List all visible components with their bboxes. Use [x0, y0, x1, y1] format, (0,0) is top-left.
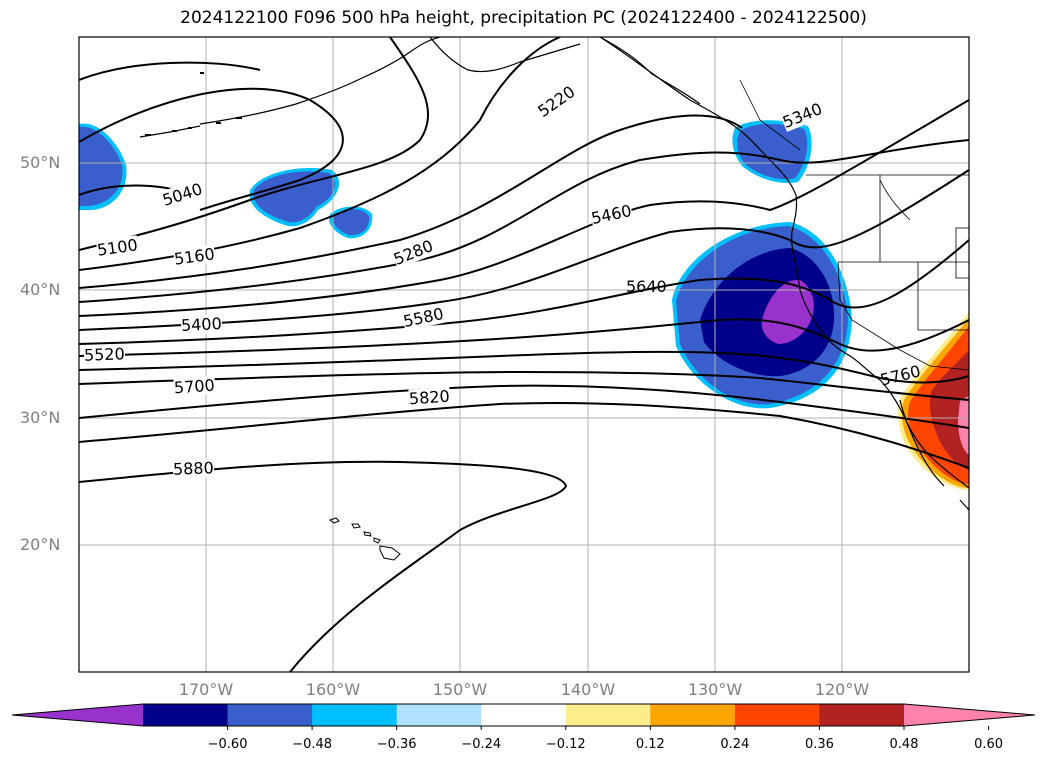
colorbar-tick-label: 0.60	[974, 737, 1004, 752]
map-frame	[78, 36, 970, 673]
colorbar-segment	[734, 704, 820, 726]
colorbar-tick-label: 0.24	[720, 737, 750, 752]
colorbar-segment	[650, 704, 736, 726]
colorbar-segment	[312, 704, 398, 726]
colorbar-segment	[819, 704, 905, 726]
colorbar-segment	[396, 704, 482, 726]
colorbar-tick-label: 0.12	[635, 737, 665, 752]
colorbar-segment	[227, 704, 313, 726]
colorbar-extend-high	[904, 704, 1035, 726]
colorbar-segment	[143, 704, 229, 726]
lon-label: 160°W	[305, 680, 361, 699]
colorbar-segment	[481, 704, 567, 726]
colorbar-tick-label: 0.36	[804, 737, 834, 752]
lon-label: 150°W	[432, 680, 488, 699]
colorbar-tick-label: −0.12	[545, 737, 586, 752]
map-title: 2024122100 F096 500 hPa height, precipit…	[180, 8, 867, 28]
colorbar-outline	[11, 703, 1036, 727]
colorbar-tick-label: −0.24	[461, 737, 502, 752]
colorbar-segment	[565, 704, 651, 726]
colorbar-tick-label: 0.48	[889, 737, 919, 752]
contour-label: 5640	[626, 277, 667, 296]
precip-negative-region-central	[249, 168, 373, 239]
political-borders	[739, 79, 969, 371]
lon-label: 120°W	[814, 680, 870, 699]
colorbar-tick-label: −0.60	[207, 737, 248, 752]
precip-positive-region-southwest	[898, 312, 969, 490]
lon-label: 170°W	[178, 680, 234, 699]
colorbar-extend-low	[12, 704, 143, 726]
map-canvas	[78, 36, 970, 673]
hawaii-islands	[328, 517, 401, 561]
precip-negative-region-pnw	[732, 120, 812, 184]
precip-negative-region-california	[672, 222, 852, 409]
lon-label: 130°W	[687, 680, 743, 699]
lat-label: 40°N	[20, 280, 61, 299]
aleutian-islands	[145, 72, 242, 136]
lat-label: 50°N	[20, 153, 61, 172]
height-contours	[79, 37, 969, 672]
lon-label: 140°W	[560, 680, 616, 699]
colorbar-tick-label: −0.36	[376, 737, 417, 752]
colorbar-tick-label: −0.48	[292, 737, 333, 752]
lat-label: 30°N	[20, 408, 61, 427]
lat-label: 20°N	[20, 535, 61, 554]
